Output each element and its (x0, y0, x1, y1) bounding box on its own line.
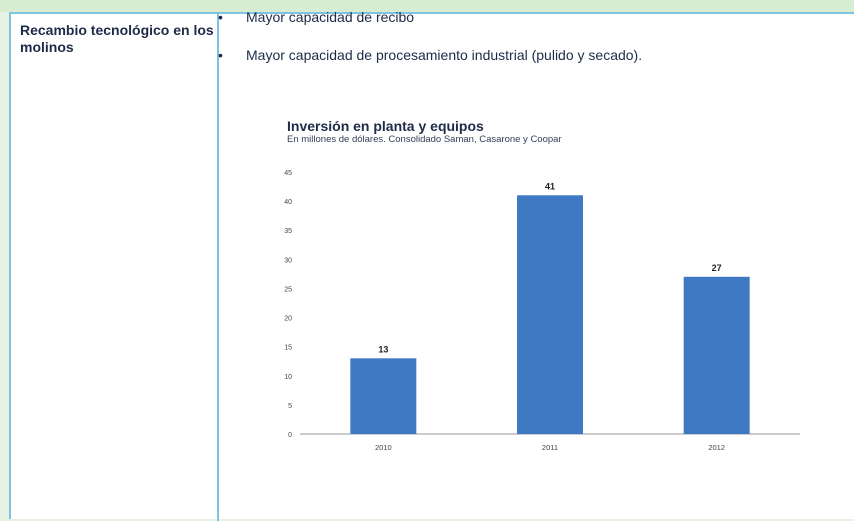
x-tick-label: 2010 (375, 443, 392, 452)
bullet-item: • Mayor capacidad de recibo (214, 8, 834, 26)
bullet-text: Mayor capacidad de recibo (246, 9, 415, 25)
y-tick-label: 20 (284, 316, 292, 323)
chart-title: Inversión en planta y equipos (287, 118, 484, 134)
y-tick-label: 30 (284, 257, 292, 264)
data-label: 13 (378, 344, 388, 354)
y-tick-label: 5 (288, 403, 292, 410)
row-heading: Recambio tecnológico en los molinos (20, 22, 214, 55)
y-tick-label: 35 (284, 228, 292, 235)
column-divider (217, 14, 219, 521)
chart-subtitle: En millones de dólares. Consolidado Sama… (287, 134, 562, 145)
y-tick-label: 10 (284, 374, 292, 381)
bar (683, 276, 750, 434)
x-tick-label: 2011 (542, 443, 558, 452)
bullet-marker: • (218, 9, 223, 25)
bar-chart: 0 5 10 15 20 25 30 35 40 45 13 2010 41 2011 27 2012 (284, 170, 800, 452)
bar (517, 195, 583, 434)
y-tick-label: 0 (288, 432, 292, 439)
bullet-text: Mayor capacidad de procesamiento industr… (246, 47, 643, 63)
header-band (0, 0, 854, 12)
y-tick-label: 15 (284, 345, 292, 352)
bullet-item: • Mayor capacidad de procesamiento indus… (214, 46, 834, 64)
left-cell: Recambio tecnológico en los molinos (11, 14, 217, 521)
data-label: 41 (545, 181, 555, 191)
bullet-list: • Mayor capacidad de recibo • Mayor capa… (214, 8, 834, 84)
y-tick-label: 40 (284, 199, 292, 206)
bullet-marker: • (218, 47, 223, 63)
y-tick-label: 25 (284, 286, 292, 293)
bar (350, 358, 417, 434)
y-tick-label: 45 (284, 170, 292, 177)
data-label: 27 (712, 263, 722, 273)
x-tick-label: 2012 (708, 443, 725, 452)
